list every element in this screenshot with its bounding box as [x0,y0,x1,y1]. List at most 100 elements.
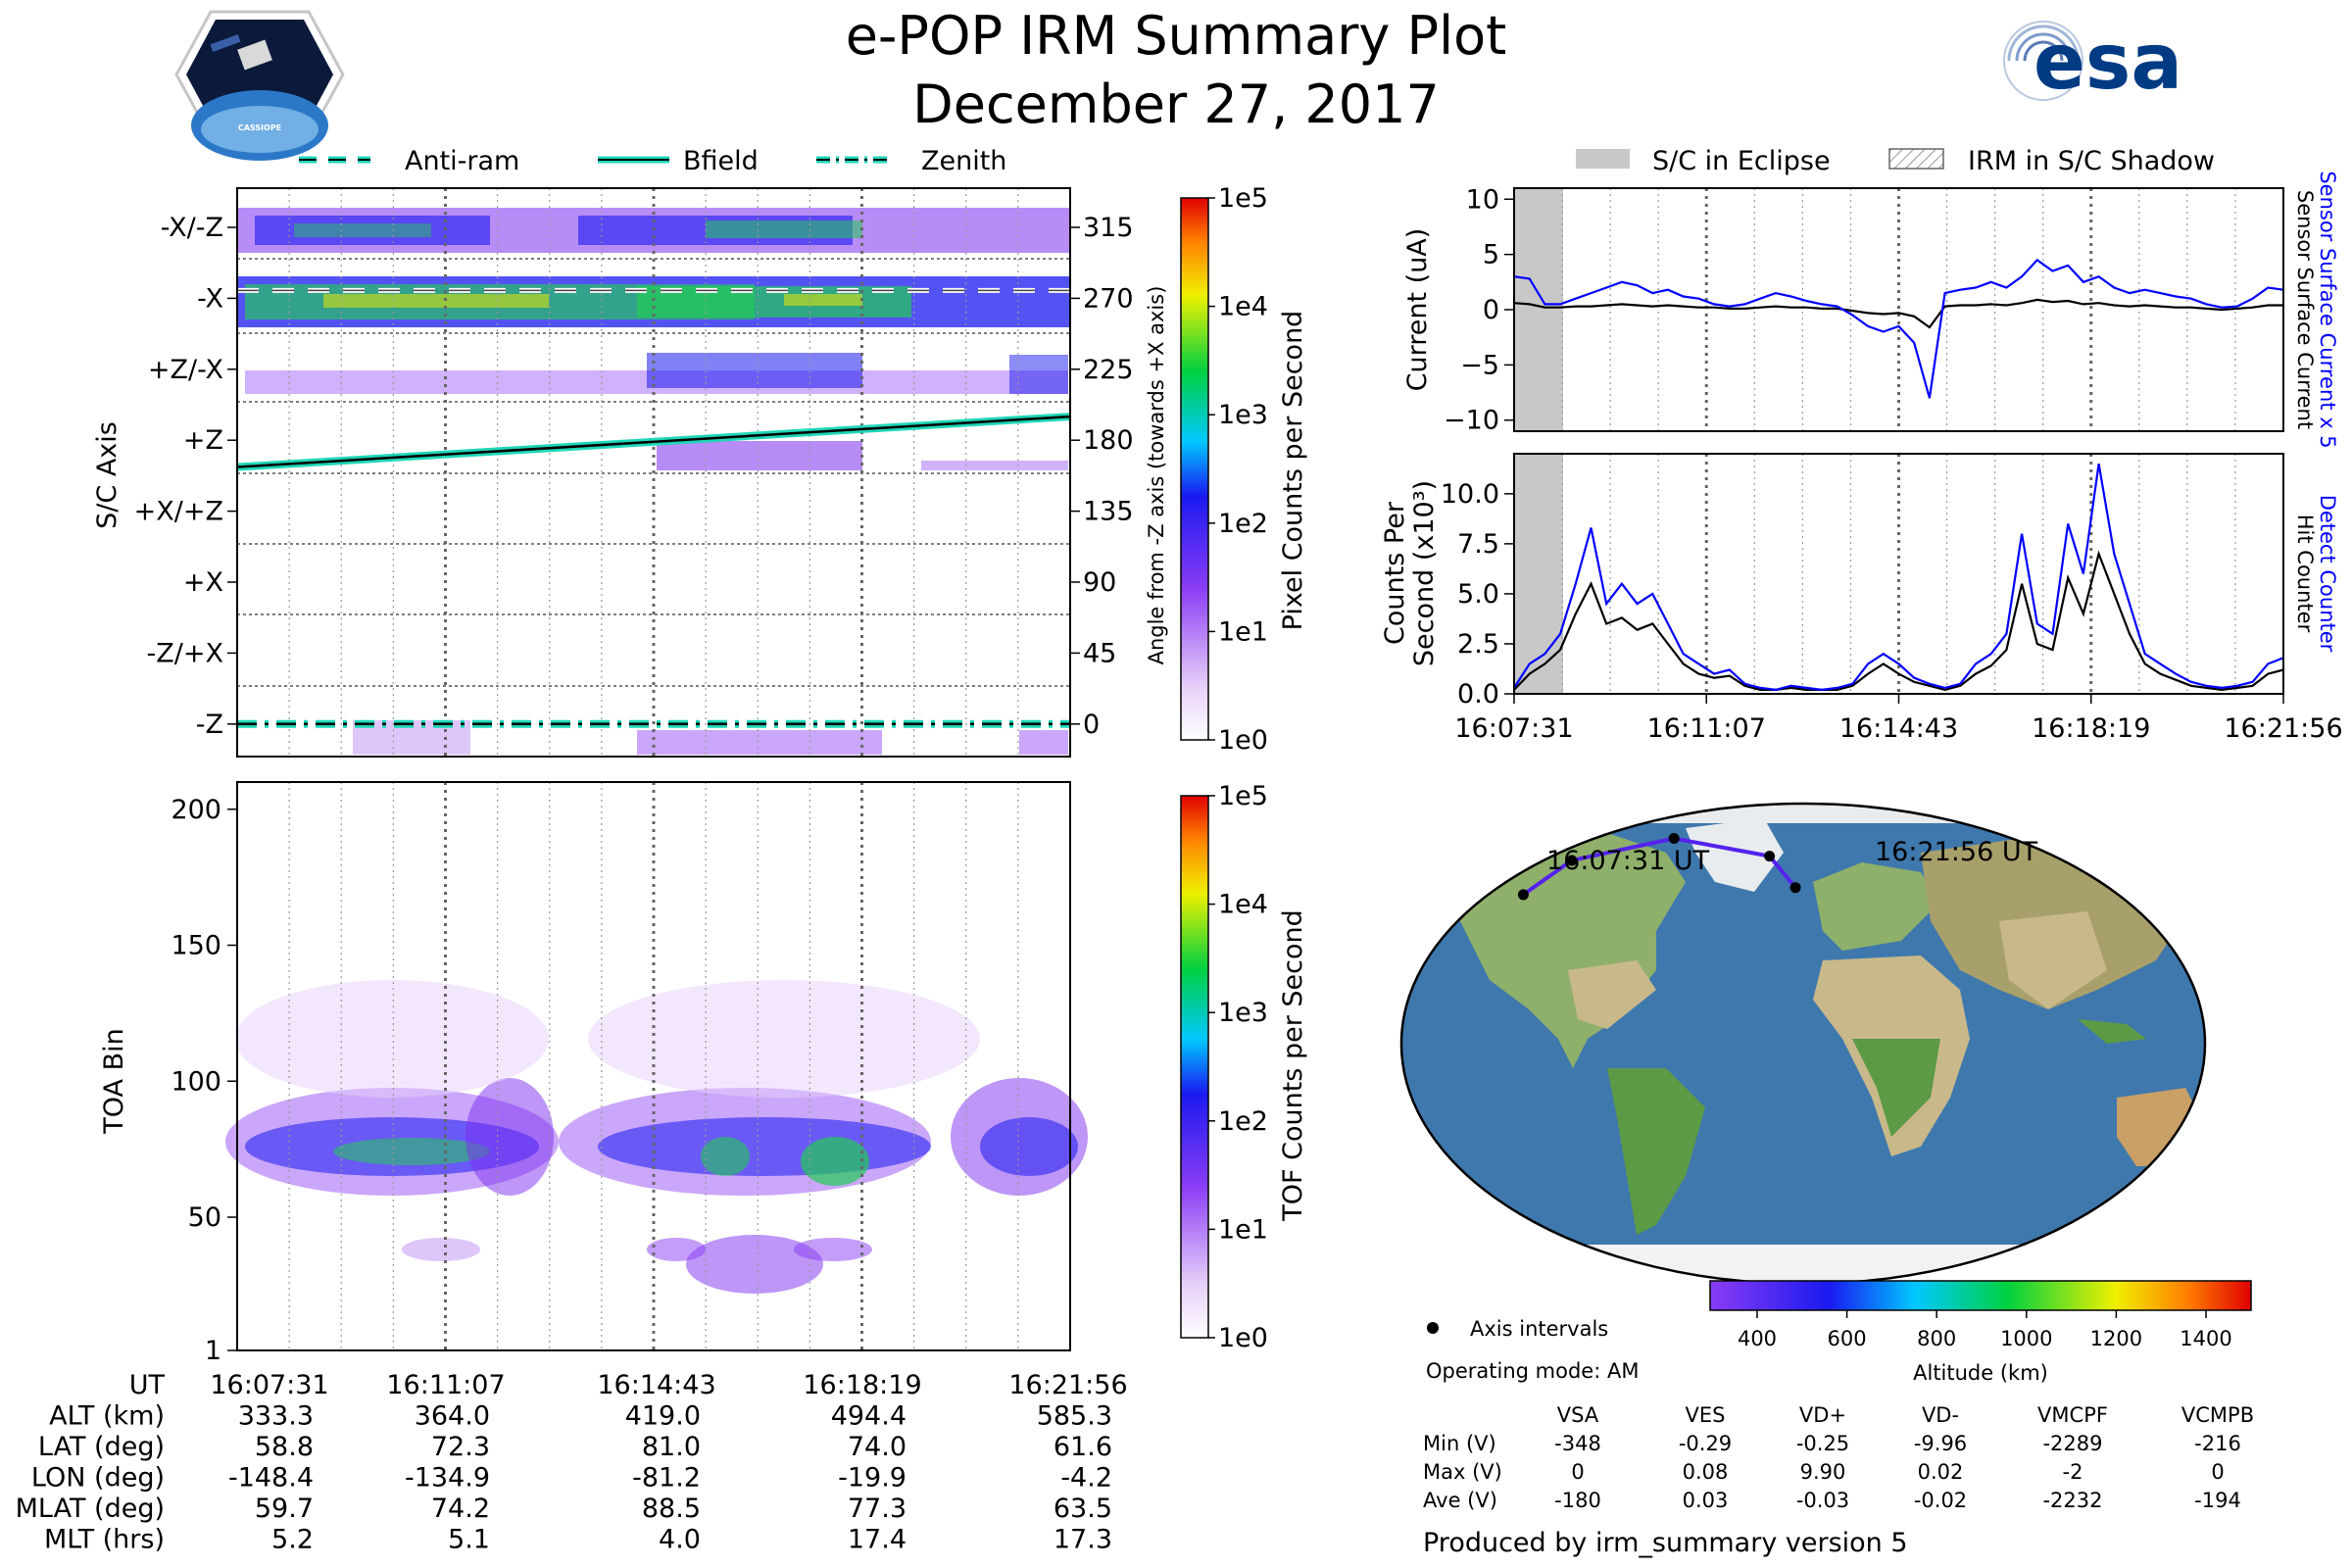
eph-cell: 585.3 [1037,1401,1112,1432]
colorbar-tick-label: 1e1 [1218,1214,1268,1245]
counts-xtick-label: 16:07:31 [1454,713,1573,744]
voltage-cell: -9.96 [1914,1432,1967,1455]
eph-row-label: LAT (deg) [38,1432,165,1462]
voltage-header: VMCPF [2037,1403,2108,1427]
tof-colorbar-label: TOF Counts per Second [1278,909,1308,1222]
voltage-header: VES [1686,1403,1726,1427]
eph-cell: 16:21:56 [1008,1370,1127,1400]
voltage-cell: -180 [1554,1489,1601,1512]
counts-ytick-label: 2.5 [1457,629,1499,660]
legend-zenith: Zenith [921,146,1006,176]
page-date: December 27, 2017 [912,74,1440,135]
sc-axis-angle-tick: 0 [1083,710,1100,740]
eph-cell: 333.3 [238,1401,314,1432]
colorbar-tick-label: 1e2 [1218,509,1268,539]
altitude-tick-label: 1000 [2000,1327,2052,1350]
voltage-cell: -0.02 [1914,1489,1967,1512]
voltage-cell: -348 [1554,1432,1601,1455]
colorbar-tick-label: 1e3 [1218,400,1268,430]
bfield-line [236,415,1071,468]
eph-cell: 16:14:43 [597,1370,715,1400]
sc-axis-angle-tick: 315 [1083,213,1134,243]
eph-cell: -148.4 [228,1463,314,1494]
current-ytick-label: 5 [1483,240,1499,270]
sc-axis-angle-tick: 90 [1083,567,1116,598]
current-right-label-blue: Sensor Surface Current x 5 [2316,171,2339,448]
current-ytick-label: −5 [1460,350,1499,380]
voltage-table: VSA VES VD+ VD- VMCPF VCMPB Min (V) -348 -0.29 -0… [1423,1403,2254,1512]
altitude-tick-label: 1200 [2090,1327,2142,1350]
sc-axis-category: +X [183,567,223,598]
voltage-cell: -194 [2194,1489,2241,1512]
counts-ytick-label: 0.0 [1457,679,1499,710]
altitude-tick-label: 400 [1738,1327,1777,1350]
toa-ytick-label: 100 [171,1066,221,1097]
sc-axis-category: -Z [196,710,223,740]
eph-cell: 88.5 [642,1494,701,1524]
eph-cell: 77.3 [848,1494,906,1524]
eph-cell: 72.3 [431,1432,490,1462]
orbit-point [1789,882,1801,894]
sc-axis-category: -Z/+X [147,638,223,668]
counts-xtick-label: 16:11:07 [1647,713,1766,744]
voltage-header: VCMPB [2181,1403,2254,1427]
colorbar-tick-label: 1e2 [1218,1106,1268,1137]
eph-row-label: LON (deg) [31,1463,165,1494]
legend-bfield: Bfield [683,146,759,176]
eph-cell: -81.2 [632,1463,701,1494]
counts-series-line [1513,464,2284,692]
toa-vgrid [288,782,1019,1350]
sc-axis-ylabel-right: Angle from -Z axis (towards +X axis) [1145,286,1168,665]
voltage-row-label: Max (V) [1423,1460,1502,1484]
sc-axis-category: -X/-Z [161,213,223,243]
sc-axis-lines [236,287,1071,728]
eph-cell: 59.7 [255,1494,314,1524]
tof-colorbar: 1e5 1e4 1e3 1e2 1e1 1e0 TOF Counts per Second [1180,781,1308,1353]
altitude-tick-label: 800 [1917,1327,1956,1350]
voltage-cell: 9.90 [1800,1460,1846,1484]
counts-right-label-blue: Detect Counter [2316,495,2339,653]
voltage-row-label: Ave (V) [1423,1489,1497,1512]
pixel-colorbar-label: Pixel Counts per Second [1278,311,1308,631]
orbit-point [1668,833,1680,845]
eph-cell: 5.2 [271,1525,314,1555]
toa-heat [225,980,1088,1294]
colorbar-tick-label: 1e5 [1218,781,1268,811]
eph-cell: 81.0 [642,1432,701,1462]
eph-cell: 74.0 [848,1432,906,1462]
tof-colorbar-ticks: 1e5 1e4 1e3 1e2 1e1 1e0 [1208,781,1268,1353]
voltage-cell: 0.08 [1683,1460,1729,1484]
counts-panel: 10.0 7.5 5.0 2.5 0.0 16:07:31 16:11:07 16:14:4… [1380,453,2343,744]
voltage-header: VD+ [1799,1403,1846,1427]
altitude-ticks: 400 600 800 1000 1200 1400 [1738,1310,2232,1350]
current-panel: 10 5 0 −5 −10 Current (uA) Sensor Surface Cu… [1402,171,2339,448]
voltage-row-label: Min (V) [1423,1432,1496,1455]
voltage-cell: -0.03 [1796,1489,1849,1512]
voltage-cell: 0 [2211,1460,2224,1484]
axis-intervals-label: Axis intervals [1470,1317,1608,1341]
pixel-colorbar-ticks: 1e5 1e4 1e3 1e2 1e1 1e0 [1208,183,1268,756]
eph-cell: 5.1 [448,1525,490,1555]
colorbar-tick-label: 1e4 [1218,890,1268,920]
colorbar-tick-label: 1e4 [1218,292,1268,322]
toa-ytick-label: 50 [188,1202,221,1233]
counts-xtick-label: 16:21:56 [2224,713,2342,744]
counts-right-label-black: Hit Counter [2293,514,2317,633]
eph-cell: -19.9 [838,1463,906,1494]
orbit-point [1764,851,1776,862]
colorbar-tick-label: 1e0 [1218,1323,1268,1353]
eph-cell: 4.0 [659,1525,701,1555]
toa-ylabel: TOA Bin [99,1028,129,1134]
sc-axis-angle-tick: 270 [1083,283,1134,314]
orbit-map: 16:07:31 UT 16:21:56 UT [1399,802,2207,1286]
voltage-header: VSA [1557,1403,1599,1427]
counts-ytick-label: 5.0 [1457,579,1499,610]
current-ytick-label: 10 [1466,184,1499,215]
sc-axis-guides [237,258,1070,687]
voltage-cell: 0 [1571,1460,1584,1484]
counts-xtick-label: 16:18:19 [2032,713,2150,744]
current-series-line [1513,298,2283,329]
toa-ytick-label: 1 [205,1336,221,1366]
sc-axis-vgrid [288,188,1019,757]
voltage-cell: -2232 [2042,1489,2102,1512]
